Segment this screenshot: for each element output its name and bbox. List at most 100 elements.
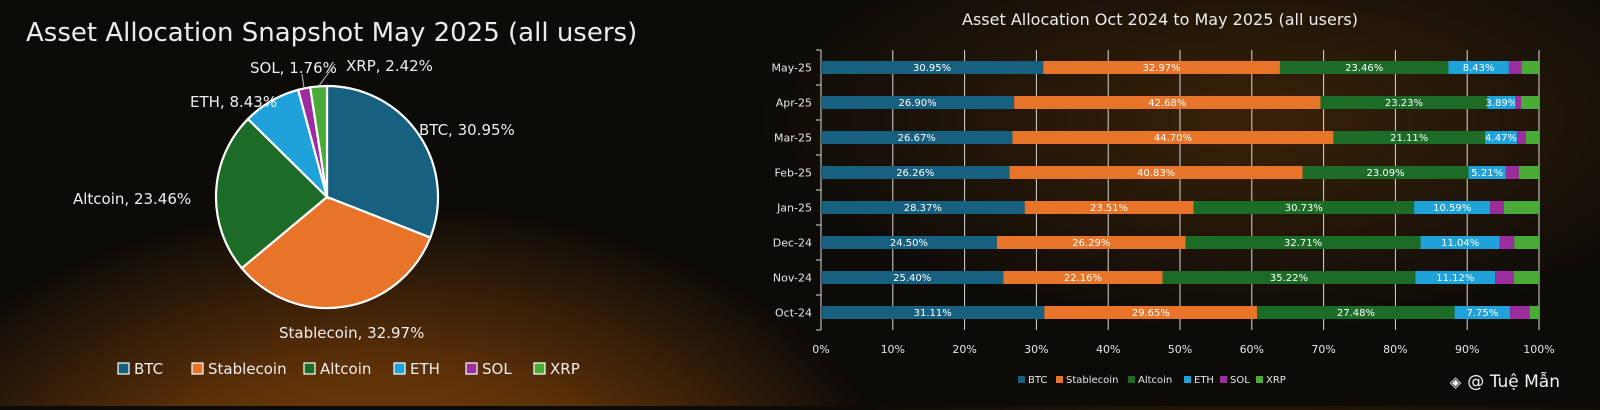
bar-segment-btc-feb-25 xyxy=(821,166,1010,179)
legend-item-stablecoin: Stablecoin xyxy=(191,360,287,378)
bar-legend-label-xrp: XRP xyxy=(1266,375,1286,386)
legend-swatch-eth xyxy=(393,362,406,375)
x-tick-label: 20% xyxy=(952,343,976,356)
bar-legend-item-stablecoin: Stablecoin xyxy=(1056,375,1118,386)
pie-chart-panel: Asset Allocation Snapshot May 2025 (all … xyxy=(0,0,720,406)
watermark: ◈ @ Tuệ Mẫn xyxy=(1450,372,1560,392)
bar-segment-sol-dec-24 xyxy=(1499,236,1515,249)
data-label-eth-oct-24: 7.75% xyxy=(1466,308,1498,319)
x-tick-label: 80% xyxy=(1383,343,1407,356)
bar-segment-xrp-jan-25 xyxy=(1503,201,1539,214)
x-tick-label: 50% xyxy=(1168,343,1192,356)
bar-legend-swatch-btc xyxy=(1018,376,1025,383)
bar-segment-sol-oct-24 xyxy=(1510,306,1530,319)
data-label-stablecoin-jan-25: 23.51% xyxy=(1090,203,1128,214)
bar-legend-swatch-altcoin xyxy=(1128,376,1135,383)
x-tick-label: 60% xyxy=(1240,343,1264,356)
data-label-altcoin-dec-24: 32.71% xyxy=(1284,238,1322,249)
y-tick-label: May-25 xyxy=(771,62,812,75)
data-label-eth-mar-25: 4.47% xyxy=(1485,133,1517,144)
leader-line-sol xyxy=(301,73,305,89)
y-tick-label: Nov-24 xyxy=(773,272,812,285)
bar-segment-stablecoin-feb-25 xyxy=(1009,166,1303,179)
bar-legend-swatch-sol xyxy=(1220,376,1227,383)
pie-label-sol: SOL, 1.76% xyxy=(250,59,337,77)
bar-segment-eth-mar-25 xyxy=(1485,131,1518,144)
bar-segment-altcoin-nov-24 xyxy=(1162,271,1416,284)
data-label-stablecoin-oct-24: 29.65% xyxy=(1132,308,1170,319)
pie-slice-altcoin xyxy=(214,117,329,270)
legend-item-xrp: XRP xyxy=(533,360,580,378)
bar-segment-btc-dec-24 xyxy=(821,236,997,249)
bar-segment-btc-oct-24 xyxy=(821,306,1045,319)
bar-legend-item-eth: ETH xyxy=(1184,375,1214,386)
data-label-eth-feb-25: 5.21% xyxy=(1471,168,1503,179)
data-label-stablecoin-apr-25: 42.68% xyxy=(1148,98,1186,109)
legend-label-altcoin: Altcoin xyxy=(320,360,371,378)
bar-segment-xrp-oct-24 xyxy=(1529,306,1539,319)
bar-segment-stablecoin-dec-24 xyxy=(996,236,1186,249)
pie-slice-xrp xyxy=(308,84,329,198)
data-label-altcoin-jan-25: 30.73% xyxy=(1285,203,1323,214)
x-tick-label: 90% xyxy=(1455,343,1479,356)
bar-legend-label-btc: BTC xyxy=(1028,375,1047,386)
pie-slice-btc xyxy=(325,84,440,239)
legend-item-btc: BTC xyxy=(117,360,163,378)
bar-legend-label-sol: SOL xyxy=(1230,375,1250,386)
bar-legend-swatch-eth xyxy=(1184,376,1191,383)
legend-swatch-xrp xyxy=(533,362,546,375)
pie-label-eth: ETH, 8.43% xyxy=(190,93,277,111)
x-tick-label: 10% xyxy=(881,343,905,356)
bar-legend-label-altcoin: Altcoin xyxy=(1138,375,1172,386)
bar-segment-altcoin-oct-24 xyxy=(1257,306,1455,319)
bar-segment-sol-may-25 xyxy=(1508,61,1522,74)
pie-label-stablecoin: Stablecoin, 32.97% xyxy=(279,324,424,342)
data-label-eth-nov-24: 11.12% xyxy=(1436,273,1474,284)
bar-segment-stablecoin-apr-25 xyxy=(1014,96,1321,109)
bar-chart-title: Asset Allocation Oct 2024 to May 2025 (a… xyxy=(962,10,1358,29)
watermark-text: @ Tuệ Mẫn xyxy=(1467,372,1560,392)
x-tick-label: 30% xyxy=(1024,343,1048,356)
data-label-altcoin-apr-25: 23.23% xyxy=(1385,98,1423,109)
bar-segment-xrp-mar-25 xyxy=(1525,131,1539,144)
data-label-altcoin-nov-24: 35.22% xyxy=(1270,273,1308,284)
bar-segment-stablecoin-oct-24 xyxy=(1044,306,1258,319)
bar-segment-sol-feb-25 xyxy=(1505,166,1519,179)
data-label-eth-dec-24: 11.04% xyxy=(1441,238,1479,249)
data-label-btc-nov-24: 25.40% xyxy=(893,273,931,284)
bar-legend-swatch-xrp xyxy=(1256,376,1263,383)
leader-line-xrp xyxy=(318,63,336,87)
y-tick-label: Dec-24 xyxy=(773,237,812,250)
bar-legend-swatch-stablecoin xyxy=(1056,376,1063,383)
y-tick-label: Jan-25 xyxy=(776,202,812,215)
y-tick-label: Apr-25 xyxy=(776,97,812,110)
data-label-stablecoin-mar-25: 44.70% xyxy=(1154,133,1192,144)
bar-segment-altcoin-may-25 xyxy=(1279,61,1449,74)
data-label-btc-apr-25: 26.90% xyxy=(898,98,936,109)
bar-segment-xrp-may-25 xyxy=(1521,61,1539,74)
y-tick-label: Oct-24 xyxy=(775,307,812,320)
x-tick-label: 70% xyxy=(1311,343,1335,356)
x-tick-label: 100% xyxy=(1523,343,1554,356)
legend-swatch-altcoin xyxy=(303,362,316,375)
data-label-btc-jan-25: 28.37% xyxy=(904,203,942,214)
bar-segment-eth-feb-25 xyxy=(1468,166,1506,179)
pie-chart: Asset Allocation Snapshot May 2025 (all … xyxy=(26,18,637,378)
bar-segment-xrp-nov-24 xyxy=(1513,271,1539,284)
pie-label-btc: BTC, 30.95% xyxy=(419,121,515,139)
data-label-stablecoin-may-25: 32.97% xyxy=(1143,63,1181,74)
stacked-bar-chart-panel: Asset Allocation Oct 2024 to May 2025 (a… xyxy=(720,0,1600,406)
bar-segment-stablecoin-may-25 xyxy=(1043,61,1280,74)
bar-segment-altcoin-feb-25 xyxy=(1302,166,1469,179)
bar-legend-item-sol: SOL xyxy=(1220,375,1250,386)
bar-segment-eth-jan-25 xyxy=(1414,201,1491,214)
legend-label-xrp: XRP xyxy=(550,360,580,378)
data-label-stablecoin-dec-24: 26.29% xyxy=(1072,238,1110,249)
bar-legend-item-btc: BTC xyxy=(1018,375,1047,386)
bar-segment-eth-oct-24 xyxy=(1454,306,1511,319)
bar-segment-xrp-feb-25 xyxy=(1518,166,1539,179)
y-tick-label: Mar-25 xyxy=(774,132,812,145)
data-label-stablecoin-nov-24: 22.16% xyxy=(1064,273,1102,284)
data-label-stablecoin-feb-25: 40.83% xyxy=(1137,168,1175,179)
bar-segment-sol-nov-24 xyxy=(1495,271,1514,284)
